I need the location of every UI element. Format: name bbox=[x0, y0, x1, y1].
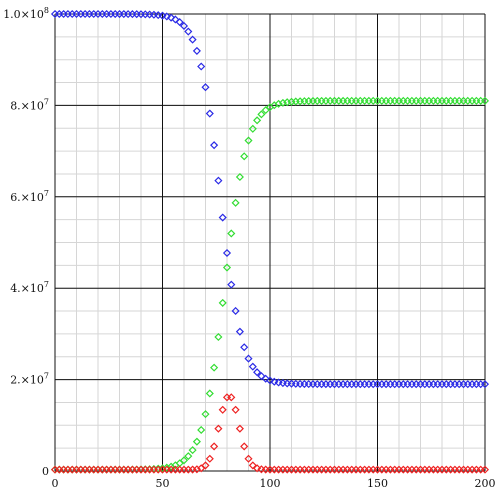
data-point bbox=[244, 454, 253, 463]
data-point bbox=[240, 442, 249, 451]
data-point bbox=[235, 172, 244, 182]
data-point bbox=[248, 362, 257, 371]
data-point bbox=[214, 176, 223, 185]
data-point bbox=[179, 21, 189, 31]
data-point bbox=[480, 96, 490, 105]
data-point bbox=[240, 343, 249, 352]
data-point bbox=[257, 110, 266, 119]
data-point bbox=[480, 465, 490, 474]
y-tick-label: 4.×107 bbox=[10, 280, 49, 295]
x-tick-label: 0 bbox=[52, 477, 59, 490]
data-point bbox=[253, 368, 262, 377]
data-point bbox=[222, 263, 232, 272]
data-point bbox=[214, 332, 223, 342]
tick-labels: 0 50 100 150 200 0 2.×107 4.×107 6.×107 8.×107 1.0… bbox=[3, 6, 495, 490]
data-point bbox=[218, 405, 227, 414]
data-point bbox=[235, 424, 244, 433]
data-point bbox=[227, 393, 236, 402]
x-tick-label: 200 bbox=[475, 477, 496, 490]
data-point bbox=[244, 354, 253, 363]
y-tick-label: 6.×107 bbox=[10, 189, 49, 204]
data-point bbox=[210, 363, 219, 372]
data-point bbox=[205, 109, 214, 118]
data-point bbox=[188, 446, 197, 455]
data-point bbox=[231, 198, 240, 207]
data-point bbox=[210, 141, 219, 150]
y-tick-label: 0 bbox=[42, 465, 49, 478]
series-0 bbox=[50, 9, 490, 389]
data-point bbox=[253, 464, 262, 473]
series-layer bbox=[50, 9, 490, 474]
data-point bbox=[201, 461, 210, 470]
data-point bbox=[201, 410, 210, 419]
data-point bbox=[192, 46, 201, 55]
y-tick-label: 8.×107 bbox=[10, 97, 49, 112]
data-point bbox=[171, 15, 180, 24]
data-point bbox=[197, 425, 206, 434]
data-point bbox=[231, 306, 240, 315]
data-point bbox=[192, 465, 201, 474]
data-point bbox=[265, 376, 275, 385]
data-point bbox=[231, 405, 240, 414]
data-point bbox=[480, 380, 490, 389]
data-point bbox=[214, 424, 223, 433]
data-point bbox=[218, 298, 227, 307]
data-point bbox=[184, 452, 193, 461]
x-tick-label: 150 bbox=[367, 477, 388, 490]
data-point bbox=[167, 13, 176, 22]
data-point bbox=[188, 35, 197, 44]
data-point bbox=[179, 456, 189, 465]
data-point bbox=[257, 372, 266, 381]
data-point bbox=[205, 454, 214, 463]
data-point bbox=[162, 12, 171, 21]
data-point bbox=[192, 437, 201, 446]
data-point bbox=[175, 18, 184, 27]
data-point bbox=[227, 229, 236, 238]
series-2 bbox=[50, 393, 490, 474]
x-tick-label: 50 bbox=[156, 477, 170, 490]
grid bbox=[54, 13, 486, 472]
data-point bbox=[253, 116, 262, 125]
data-point bbox=[184, 27, 193, 36]
data-point bbox=[248, 124, 257, 133]
data-point bbox=[197, 62, 206, 71]
data-point bbox=[261, 374, 270, 383]
data-point bbox=[274, 99, 283, 108]
data-point bbox=[248, 461, 257, 470]
data-point bbox=[227, 280, 236, 289]
y-tick-label: 2.×107 bbox=[10, 372, 49, 387]
data-point bbox=[235, 327, 244, 336]
data-point bbox=[205, 389, 214, 398]
y-tick-label: 1.0×108 bbox=[3, 6, 49, 21]
data-point bbox=[218, 213, 227, 222]
data-point bbox=[244, 136, 253, 145]
data-point bbox=[222, 248, 232, 258]
data-point bbox=[162, 463, 171, 472]
data-point bbox=[201, 83, 210, 92]
data-point bbox=[240, 152, 249, 161]
data-point bbox=[210, 442, 219, 451]
x-tick-label: 100 bbox=[260, 477, 281, 490]
